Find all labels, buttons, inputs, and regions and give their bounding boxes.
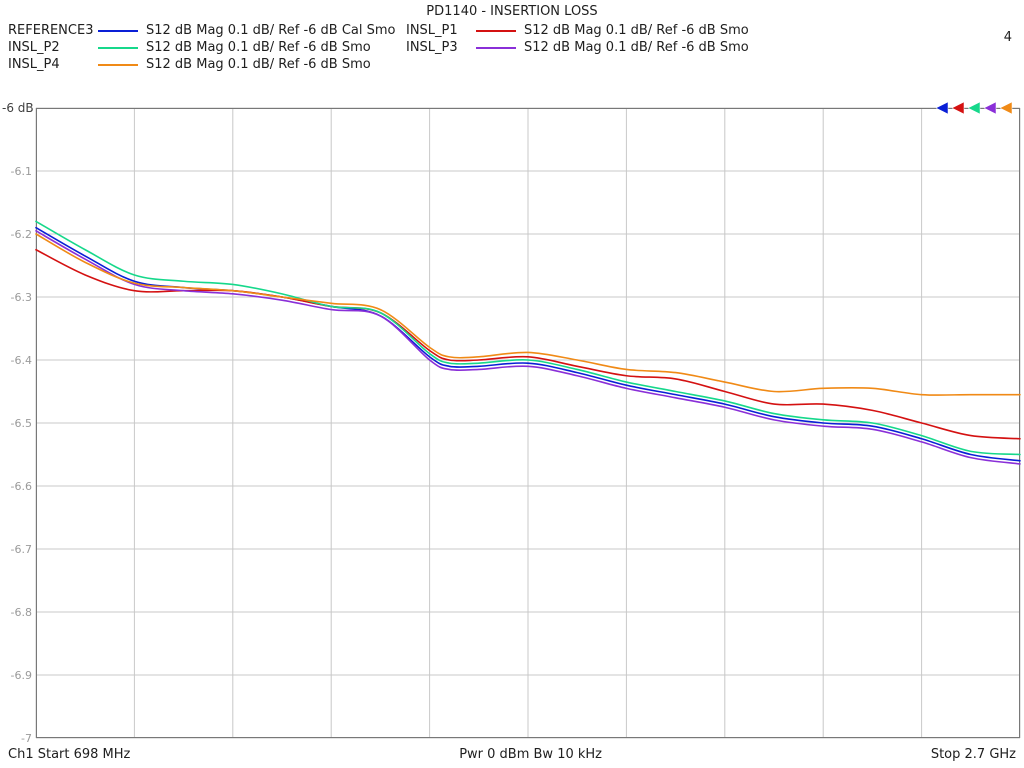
svg-text:-6.5: -6.5: [11, 417, 32, 430]
legend-swatch: [98, 64, 138, 66]
legend-label: INSL_P3: [406, 40, 476, 55]
svg-text:-6.9: -6.9: [11, 669, 32, 682]
legend-desc: S12 dB Mag 0.1 dB/ Ref -6 dB Smo: [524, 40, 784, 55]
svg-text:-7: -7: [21, 732, 32, 745]
legend-label: INSL_P2: [8, 40, 98, 55]
svg-text:-6.6: -6.6: [11, 480, 32, 493]
legend-swatch: [98, 47, 138, 49]
legend-swatch: [476, 30, 516, 32]
legend: REFERENCE3 S12 dB Mag 0.1 dB/ Ref -6 dB C…: [0, 23, 1024, 76]
legend-swatch: [476, 47, 516, 49]
legend-desc: S12 dB Mag 0.1 dB/ Ref -6 dB Smo: [524, 23, 784, 38]
footer-right: Stop 2.7 GHz: [931, 747, 1016, 762]
footer-left: Ch1 Start 698 MHz: [8, 747, 130, 762]
svg-text:-6.7: -6.7: [11, 543, 32, 556]
legend-swatch: [98, 30, 138, 32]
legend-desc: S12 dB Mag 0.1 dB/ Ref -6 dB Smo: [146, 57, 406, 72]
y-ref-label: -6 dB: [2, 101, 34, 115]
footer-bar: Ch1 Start 698 MHz Pwr 0 dBm Bw 10 kHz St…: [0, 747, 1024, 762]
legend-label: INSL_P1: [406, 23, 476, 38]
chart-title: PD1140 - INSERTION LOSS: [0, 0, 1024, 23]
svg-text:-6.8: -6.8: [11, 606, 32, 619]
svg-text:-6.1: -6.1: [11, 165, 32, 178]
svg-text:-6.4: -6.4: [11, 354, 32, 367]
corner-number: 4: [1004, 30, 1012, 45]
chart-plot: -6.1-6.2-6.3-6.4-6.5-6.6-6.7-6.8-6.9-7: [36, 108, 1020, 738]
svg-text:-6.2: -6.2: [11, 228, 32, 241]
legend-desc: S12 dB Mag 0.1 dB/ Ref -6 dB Smo: [146, 40, 406, 55]
footer-mid: Pwr 0 dBm Bw 10 kHz: [130, 747, 930, 762]
svg-text:-6.3: -6.3: [11, 291, 32, 304]
legend-desc: S12 dB Mag 0.1 dB/ Ref -6 dB Cal Smo: [146, 23, 406, 38]
legend-label: INSL_P4: [8, 57, 98, 72]
legend-label: REFERENCE3: [8, 23, 98, 38]
